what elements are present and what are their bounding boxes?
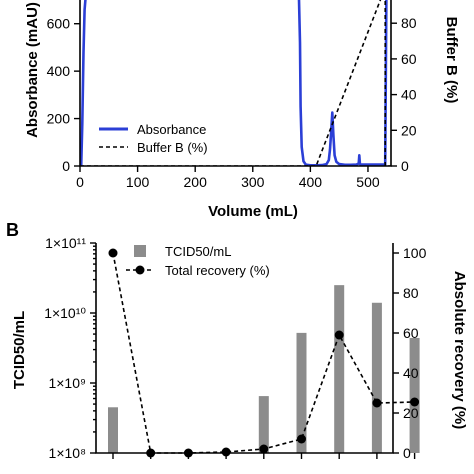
y-tick-label: 1×10⁹ — [48, 375, 86, 391]
chart-a-legend: Absorbance Buffer B (%) — [99, 122, 208, 155]
point-recovery — [259, 444, 269, 454]
point-recovery — [297, 434, 306, 444]
y-tick-label: 1×10¹¹ — [45, 235, 86, 251]
chart-a-axes — [79, 0, 392, 167]
series-line-absorbance — [80, 0, 388, 166]
y-tick-label: 200 — [47, 111, 71, 127]
chart-b-y2-axis-label: Absolute recovery (%) — [451, 271, 468, 429]
y-tick-label: 1×10⁸ — [49, 445, 87, 461]
x-tick-label: 300 — [241, 174, 265, 190]
legend-swatch-tcid50 — [134, 245, 146, 257]
y2-tick-label: 20 — [401, 122, 417, 138]
point-recovery — [221, 447, 231, 457]
chart-b-y-axis-label: TCID50/mL — [11, 311, 28, 389]
bar-tcid50 — [334, 285, 345, 453]
chart-a-y2-axis-label: Buffer B (%) — [443, 17, 460, 104]
panel-b-label: B — [6, 220, 19, 240]
chart-b-axes — [95, 243, 394, 454]
y-tick-label: 400 — [47, 63, 71, 79]
chart-a-ticks: 0 100 200 300 400 500 0 200 400 600 0 20 40 60 80 — [47, 15, 417, 190]
y2-tick-label: 20 — [403, 405, 419, 421]
bar-tcid50 — [296, 332, 307, 453]
point-recovery — [108, 248, 118, 258]
chart-a: 0 100 200 300 400 500 0 200 400 600 0 20 40 60 80 Volu… — [24, 0, 460, 220]
point-recovery — [372, 398, 382, 408]
y-tick-label: 1×10¹⁰ — [44, 305, 86, 321]
legend-label-buffer-b: Buffer B (%) — [137, 140, 208, 155]
chart-b: B 1×10⁸ 1×10⁹ 1×10¹⁰ 1×10¹¹ 0 20 40 60 80 100 TCI… — [6, 220, 468, 461]
x-tick-label: 400 — [299, 174, 323, 190]
y-tick-label: 600 — [47, 16, 71, 32]
y2-tick-label: 40 — [403, 365, 419, 381]
y2-tick-label: 80 — [401, 15, 417, 31]
legend-swatch-recovery-marker — [135, 265, 145, 275]
chart-a-plot — [80, 0, 391, 166]
bar-tcid50 — [409, 337, 420, 453]
x-tick-label: 0 — [76, 174, 84, 190]
y-tick-label: 0 — [62, 158, 70, 174]
x-tick-label: 200 — [184, 174, 208, 190]
chart-b-plot — [108, 248, 420, 458]
x-tick-label: 100 — [126, 174, 150, 190]
point-recovery — [334, 330, 344, 340]
chart-a-x-axis-label: Volume (mL) — [208, 203, 298, 220]
legend-label-absorbance: Absorbance — [137, 122, 206, 137]
legend-label-tcid50: TCID50/mL — [165, 244, 231, 259]
y2-tick-label: 80 — [403, 285, 419, 301]
y2-tick-label: 40 — [401, 87, 417, 103]
bar-tcid50 — [258, 396, 269, 453]
x-tick-label: 500 — [356, 174, 380, 190]
bar-tcid50 — [371, 302, 382, 453]
bar-tcid50 — [108, 407, 118, 453]
chart-b-legend: TCID50/mL Total recovery (%) — [126, 244, 270, 278]
y2-tick-label: 100 — [403, 245, 427, 261]
legend-label-recovery: Total recovery (%) — [165, 263, 270, 278]
y2-tick-label: 60 — [401, 51, 417, 67]
y2-tick-label: 60 — [403, 325, 419, 341]
y2-tick-label: 0 — [403, 445, 411, 461]
series-line-buffer-b — [80, 0, 391, 166]
chart-b-ticks: 1×10⁸ 1×10⁹ 1×10¹⁰ 1×10¹¹ 0 20 40 60 80 100 — [44, 235, 426, 461]
point-recovery — [410, 397, 420, 407]
y2-tick-label: 0 — [401, 158, 409, 174]
chart-a-y-axis-label: Absorbance (mAU) — [24, 2, 41, 138]
